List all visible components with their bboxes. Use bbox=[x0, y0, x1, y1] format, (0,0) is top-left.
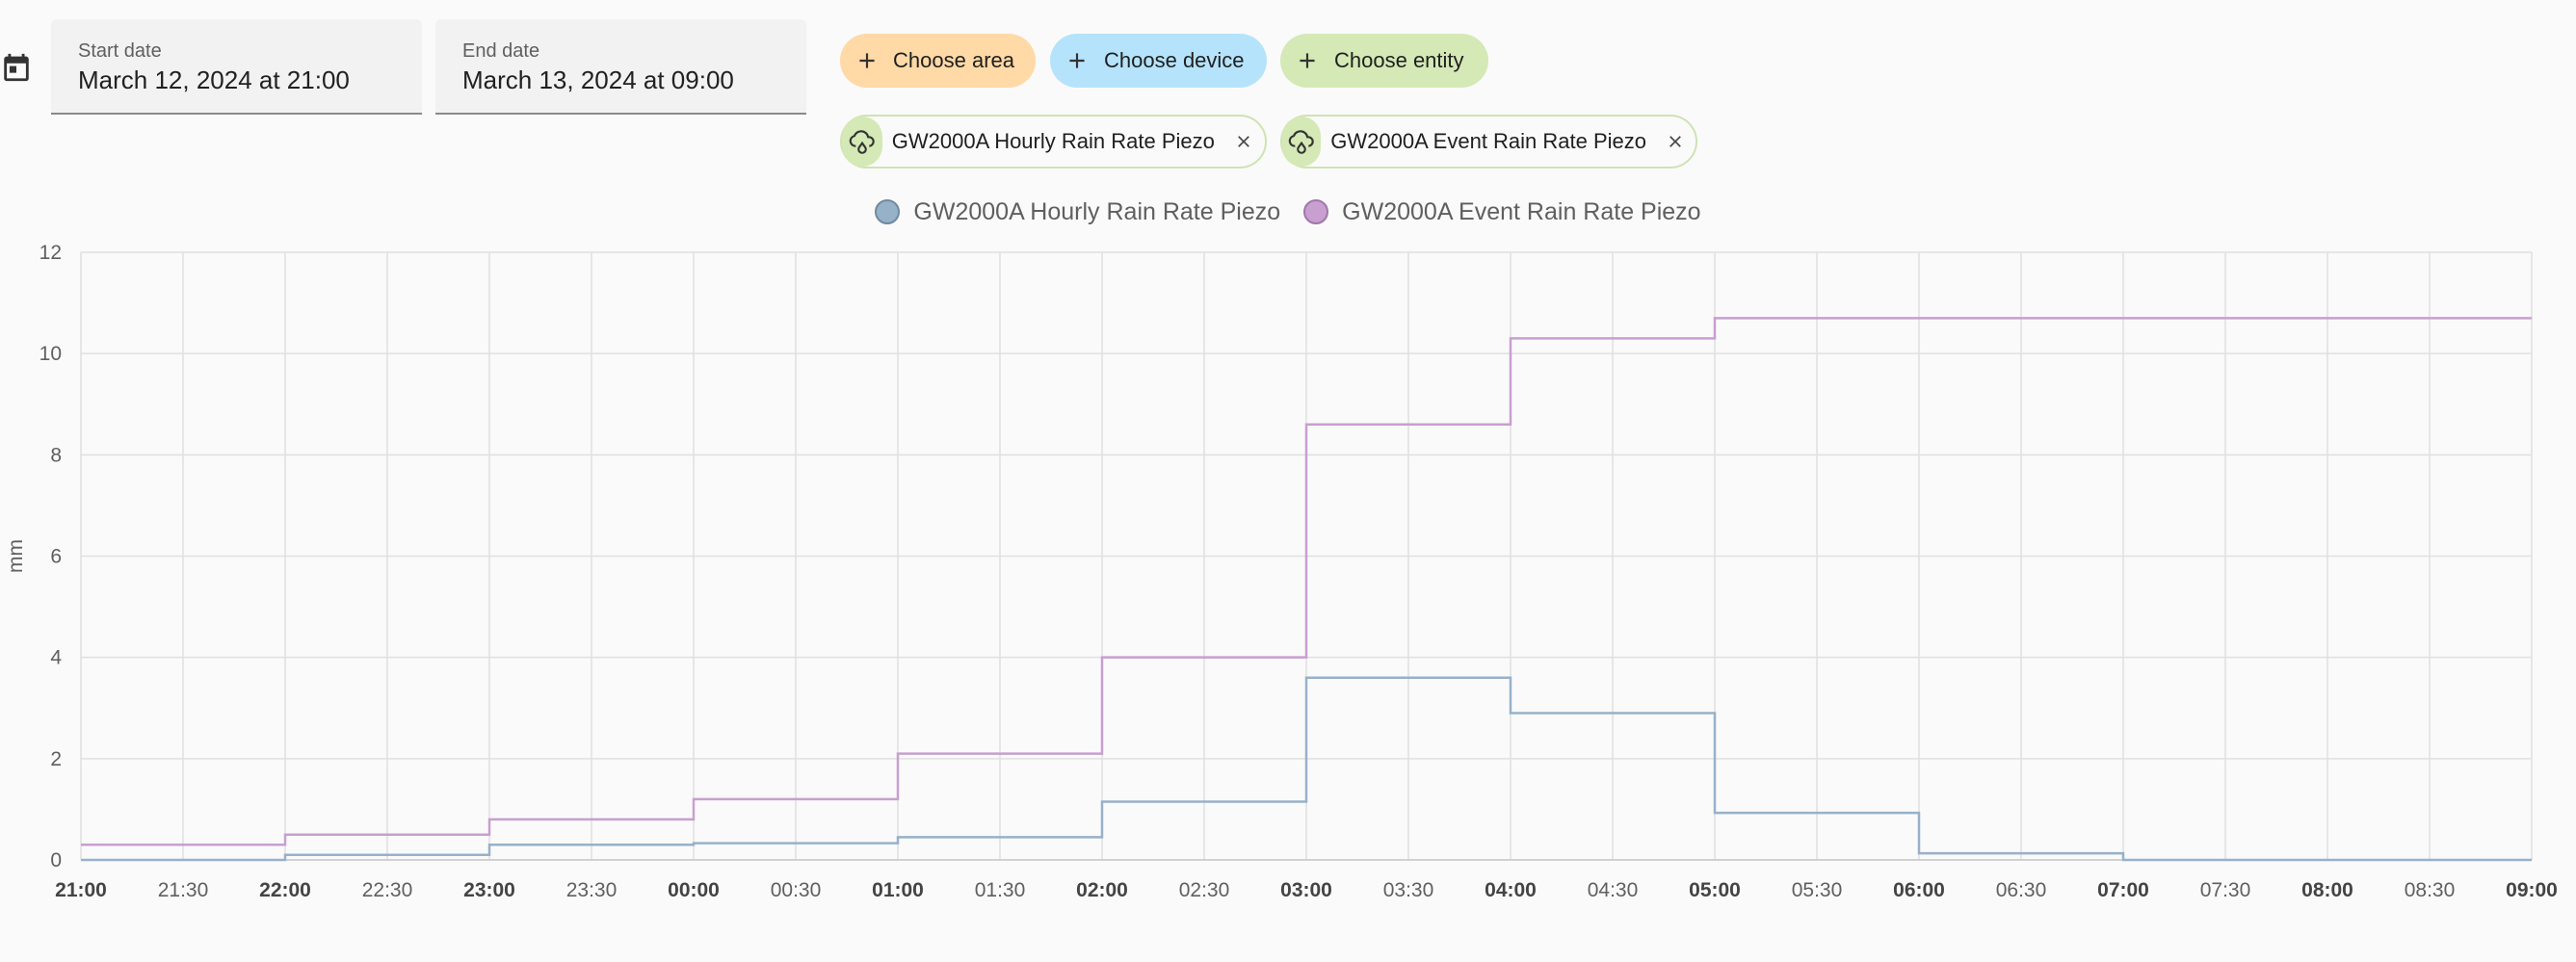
chart-legend: GW2000A Hourly Rain Rate Piezo GW2000A E… bbox=[0, 193, 2576, 231]
weather-pouring-icon bbox=[1282, 117, 1322, 167]
y-tick-label: 2 bbox=[50, 748, 62, 770]
selected-entity-label: GW2000A Hourly Rain Rate Piezo bbox=[891, 129, 1215, 153]
selected-entity-chip[interactable]: GW2000A Hourly Rain Rate Piezo bbox=[840, 115, 1267, 169]
x-tick-label: 07:00 bbox=[2097, 879, 2149, 901]
y-tick-label: 0 bbox=[50, 849, 62, 871]
plus-icon bbox=[1050, 34, 1104, 88]
series-line bbox=[81, 676, 2532, 862]
x-tick-label: 23:30 bbox=[566, 879, 618, 901]
x-tick-label: 01:00 bbox=[872, 879, 924, 901]
plus-icon bbox=[1280, 34, 1334, 88]
legend-swatch bbox=[875, 199, 901, 224]
x-tick-label: 22:00 bbox=[259, 879, 311, 901]
legend-swatch bbox=[1303, 199, 1329, 224]
y-tick-label: 6 bbox=[50, 546, 62, 568]
x-tick-label: 06:30 bbox=[1996, 879, 2047, 901]
x-tick-label: 22:30 bbox=[362, 879, 413, 901]
x-tick-label: 04:30 bbox=[1588, 879, 1639, 901]
selected-entity-label: GW2000A Event Rain Rate Piezo bbox=[1330, 129, 1647, 153]
history-chart: 0 2 4 6 8 10 12 21:00 21:30 22:00 22:30 23:00 23:30 0… bbox=[5, 242, 2558, 901]
x-tick-label: 05:30 bbox=[1792, 879, 1843, 901]
start-date-field[interactable]: Start date March 12, 2024 at 21:00 bbox=[51, 19, 422, 115]
legend-item-event[interactable]: GW2000A Event Rain Rate Piezo bbox=[1303, 197, 1701, 226]
choose-area-label: Choose area bbox=[893, 48, 1014, 72]
x-tick-label: 23:00 bbox=[463, 879, 515, 901]
y-tick-label: 10 bbox=[39, 343, 62, 365]
x-tick-label: 06:00 bbox=[1893, 879, 1945, 901]
start-date-label: Start date bbox=[78, 40, 162, 62]
calendar-icon[interactable] bbox=[0, 48, 33, 87]
choose-entity-button[interactable]: Choose entity bbox=[1280, 34, 1488, 88]
x-tick-label: 02:00 bbox=[1076, 879, 1128, 901]
x-tick-label: 05:00 bbox=[1689, 879, 1741, 901]
x-tick-label: 09:00 bbox=[2506, 879, 2558, 901]
start-date-value: March 12, 2024 at 21:00 bbox=[78, 65, 350, 94]
close-icon[interactable] bbox=[1660, 122, 1690, 161]
x-tick-label: 04:00 bbox=[1485, 879, 1537, 901]
selected-entity-chip[interactable]: GW2000A Event Rain Rate Piezo bbox=[1280, 115, 1697, 169]
weather-pouring-icon bbox=[842, 117, 882, 167]
x-tick-label: 03:00 bbox=[1280, 879, 1332, 901]
x-tick-label: 08:00 bbox=[2301, 879, 2353, 901]
y-axis-label: mm bbox=[5, 539, 27, 573]
close-icon[interactable] bbox=[1228, 122, 1259, 161]
x-tick-label: 21:30 bbox=[158, 879, 209, 901]
y-tick-label: 12 bbox=[39, 242, 62, 264]
x-tick-label: 02:30 bbox=[1179, 879, 1230, 901]
choose-device-button[interactable]: Choose device bbox=[1050, 34, 1267, 88]
legend-label: GW2000A Hourly Rain Rate Piezo bbox=[913, 197, 1281, 225]
x-tick-label: 01:30 bbox=[975, 879, 1026, 901]
choose-entity-label: Choose entity bbox=[1334, 48, 1464, 72]
end-date-value: March 13, 2024 at 09:00 bbox=[462, 65, 734, 94]
series-line bbox=[81, 317, 2532, 846]
x-tick-label: 08:30 bbox=[2405, 879, 2456, 901]
x-tick-label: 00:00 bbox=[668, 879, 720, 901]
x-tick-label: 07:30 bbox=[2200, 879, 2251, 901]
y-tick-label: 8 bbox=[50, 444, 62, 466]
x-tick-label: 00:30 bbox=[771, 879, 822, 901]
choose-area-button[interactable]: Choose area bbox=[840, 34, 1036, 88]
x-tick-label: 21:00 bbox=[55, 879, 107, 901]
y-tick-label: 4 bbox=[50, 647, 62, 669]
x-tick-label: 03:30 bbox=[1383, 879, 1434, 901]
choose-device-label: Choose device bbox=[1104, 48, 1245, 72]
end-date-label: End date bbox=[462, 40, 540, 62]
plus-icon bbox=[840, 34, 893, 88]
legend-label: GW2000A Event Rain Rate Piezo bbox=[1342, 197, 1701, 225]
legend-item-hourly[interactable]: GW2000A Hourly Rain Rate Piezo bbox=[875, 198, 1280, 226]
end-date-field[interactable]: End date March 13, 2024 at 09:00 bbox=[435, 19, 806, 115]
